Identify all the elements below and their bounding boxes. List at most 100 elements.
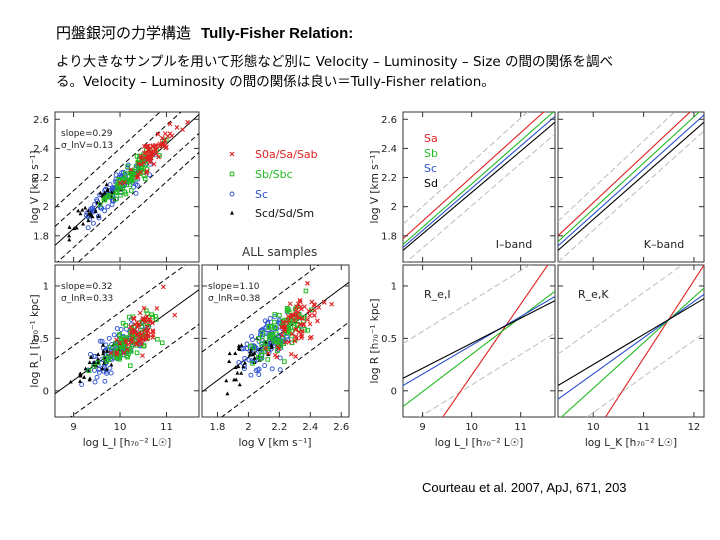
data-point: [302, 327, 308, 332]
data-point: [129, 335, 135, 341]
panel-kband-r-xtick-label: 11: [637, 422, 650, 433]
data-point: [161, 141, 167, 147]
data-point: [307, 313, 313, 318]
data-point: [296, 329, 302, 335]
panel-iband-v-ytick-label: 2.4: [381, 144, 397, 155]
data-point: [125, 164, 130, 169]
data-point: [277, 367, 283, 373]
data-point: [239, 342, 244, 347]
data-point: [236, 364, 241, 369]
data-point: [293, 354, 298, 359]
panel-v-l-ytick-label: 2: [43, 202, 49, 213]
right-legend-sa: Sa: [424, 132, 438, 145]
data-point: [129, 178, 135, 184]
data-point: [105, 187, 110, 191]
clippanel-iband-r-plot-area: [403, 265, 555, 417]
panel-iband-v-fit-sa: [403, 112, 545, 240]
data-point: [279, 332, 285, 338]
panel-kband-r-xtick-label: 12: [688, 422, 701, 433]
data-point: [244, 346, 250, 351]
data-point: [113, 345, 119, 350]
data-point: [227, 351, 232, 356]
legend-marker: [229, 171, 235, 177]
data-point: [247, 352, 252, 357]
data-point: [251, 345, 257, 351]
data-point: [248, 372, 254, 378]
panel-r-l-ytick-label: 0.5: [33, 334, 49, 345]
data-point: [271, 339, 277, 344]
data-point: [300, 328, 305, 334]
data-point: [86, 218, 91, 223]
data-point: [117, 340, 123, 346]
right-xlabel-lk: log L_K [h₇₀⁻² L☉]: [585, 437, 677, 449]
label-iband: I–band: [496, 238, 532, 251]
panel-r-l-scatter-bound: [55, 265, 187, 360]
data-point: [109, 362, 114, 367]
data-point: [108, 350, 114, 356]
data-point: [282, 317, 287, 323]
data-point: [134, 182, 140, 188]
data-point: [147, 172, 153, 178]
right-ylabel-bottom: log R [h₇₀⁻¹ kpc]: [369, 299, 381, 384]
data-point: [275, 344, 281, 350]
data-point: [300, 316, 305, 322]
data-point: [294, 304, 300, 310]
data-point: [153, 314, 158, 319]
data-point: [120, 178, 125, 184]
data-point: [67, 237, 72, 242]
data-point: [123, 171, 128, 176]
legend-label: S0a/Sa/Sab: [255, 148, 318, 161]
data-point: [155, 337, 160, 342]
panel-iband-v-ytick-label: 2: [391, 202, 397, 213]
data-point: [167, 121, 173, 127]
panel-iband-v-frame: [402, 111, 556, 263]
data-point: [303, 288, 309, 294]
panel-kband-r-fit-sc: [558, 293, 704, 400]
panel-v-l-scatter-bound: [56, 133, 199, 262]
data-point: [286, 339, 292, 345]
data-point: [92, 201, 98, 207]
data-point: [114, 355, 119, 361]
data-point: [101, 351, 106, 356]
data-point: [269, 342, 274, 347]
panel-r-l-sigma: σ_lnR=0.33: [61, 294, 113, 304]
panel-kband-r-fit-sa: [604, 265, 704, 417]
panel-r-v-slope: slope=1.10: [208, 282, 260, 292]
data-point: [233, 351, 238, 355]
data-point: [92, 379, 98, 385]
panel-r-l-xtick-label: 9: [70, 422, 76, 433]
data-point: [141, 160, 147, 166]
data-point: [96, 214, 101, 218]
data-point: [150, 320, 155, 326]
data-point: [239, 370, 244, 375]
data-point: [140, 317, 145, 323]
panel-kband-r-fit-sb: [560, 287, 704, 417]
data-point: [291, 325, 297, 330]
data-point: [253, 345, 259, 351]
data-point: [95, 360, 101, 365]
data-point: [155, 131, 161, 137]
data-point: [107, 344, 113, 350]
data-point: [106, 335, 112, 341]
data-point: [97, 338, 103, 344]
panel-iband-v-ytick-label: 2.6: [381, 115, 397, 126]
data-point: [96, 352, 101, 356]
panel-r-v-xtick-label: 2: [245, 422, 251, 433]
legend-marker: [230, 210, 234, 215]
data-point: [241, 346, 247, 351]
data-point: [282, 359, 287, 364]
panel-r-l-ytick-label: 1: [43, 281, 49, 292]
panel-r-l-scatter-bound: [69, 323, 199, 417]
panel-r-v-scatter-bound: [220, 321, 349, 417]
data-point: [138, 153, 144, 159]
data-point: [88, 211, 93, 216]
data-point: [269, 366, 275, 372]
data-point: [250, 352, 255, 357]
data-point: [118, 327, 124, 332]
panel-kband-r-fit-sd: [558, 298, 704, 387]
data-point: [128, 167, 134, 172]
panel-kband-r-scatter-bound: [558, 265, 683, 355]
data-point: [76, 208, 81, 213]
data-point: [141, 305, 147, 311]
data-point: [101, 348, 106, 353]
